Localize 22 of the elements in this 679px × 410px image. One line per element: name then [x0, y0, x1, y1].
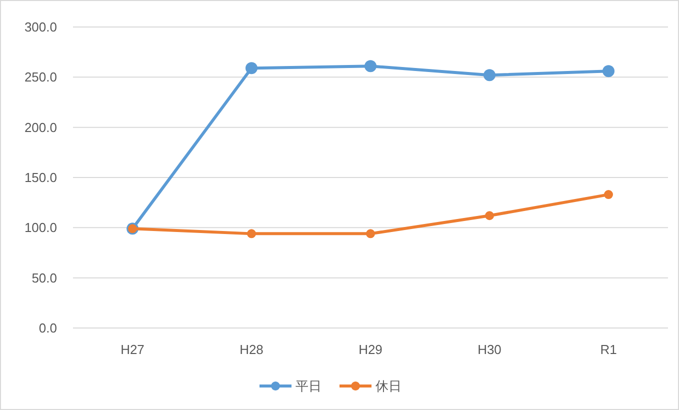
x-tick-label: R1 — [600, 342, 617, 357]
x-tick-label: H27 — [120, 342, 144, 357]
y-tick-label: 300.0 — [24, 20, 57, 35]
point — [602, 65, 614, 78]
y-tick-label: 0.0 — [38, 320, 57, 336]
point — [364, 60, 376, 72]
y-tick-label: 250.0 — [24, 70, 57, 85]
point — [604, 190, 613, 200]
y-tick-label: 200.0 — [24, 120, 57, 135]
x-tick-label: H28 — [240, 342, 264, 357]
x-tick-label: H30 — [478, 342, 502, 357]
y-tick-label: 50.0 — [32, 270, 57, 286]
y-tick-label: 150.0 — [24, 170, 57, 186]
x-tick-label: H29 — [358, 342, 382, 357]
point — [246, 62, 258, 74]
point — [247, 229, 256, 238]
y-tick-label: 100.0 — [24, 220, 57, 236]
point — [366, 229, 375, 238]
legend-label: 休日 — [376, 378, 402, 394]
point — [484, 69, 496, 82]
point — [485, 211, 494, 220]
legend-label: 平日 — [296, 378, 322, 394]
